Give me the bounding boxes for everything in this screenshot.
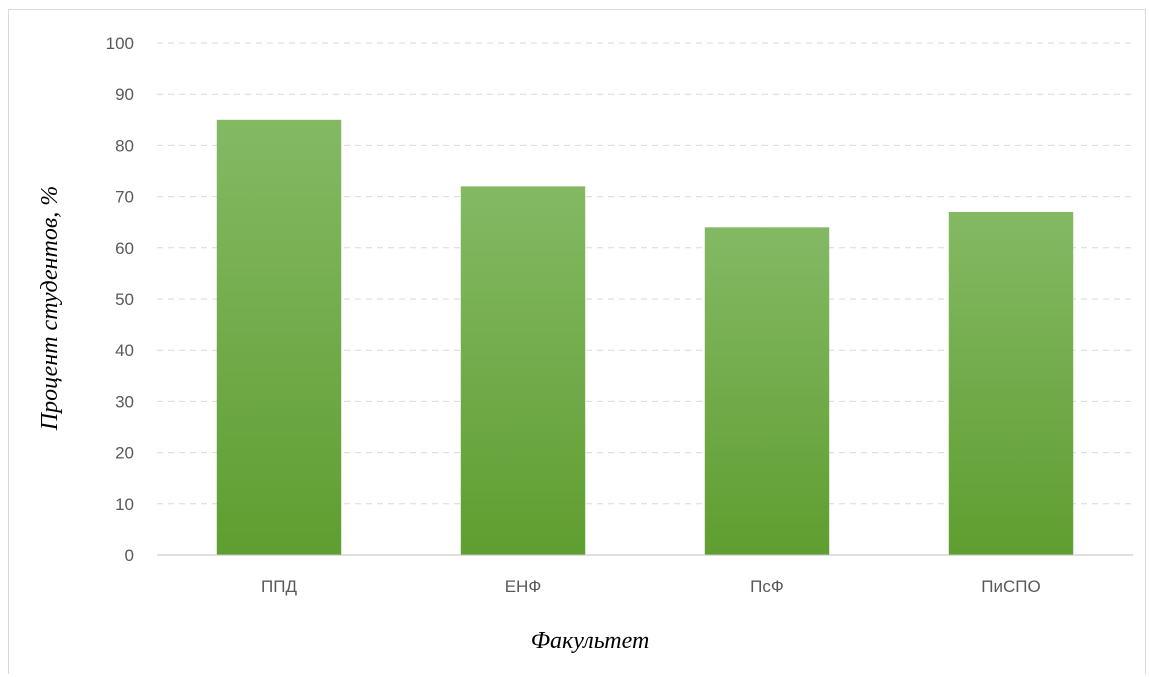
x-tick-label: ППД xyxy=(261,577,297,596)
bar xyxy=(704,227,830,555)
y-tick-label: 0 xyxy=(125,546,134,565)
x-tick-label: ПсФ xyxy=(750,577,784,596)
x-tick-label: ПиСПО xyxy=(981,577,1040,596)
bar xyxy=(948,211,1074,555)
x-tick-label: ЕНФ xyxy=(505,577,542,596)
y-axis-ticks: 0 10 20 30 40 50 60 70 80 90 100 xyxy=(106,34,134,565)
x-axis-title: Факультет xyxy=(531,628,650,654)
y-tick-label: 40 xyxy=(115,341,134,360)
y-tick-label: 100 xyxy=(106,34,134,53)
bar xyxy=(460,186,586,556)
y-tick-label: 90 xyxy=(115,85,134,104)
y-tick-label: 80 xyxy=(115,136,134,155)
y-tick-label: 70 xyxy=(115,188,134,207)
y-tick-label: 50 xyxy=(115,290,134,309)
bar xyxy=(216,119,342,556)
gridlines xyxy=(157,42,1133,505)
y-tick-label: 60 xyxy=(115,239,134,258)
y-tick-label: 20 xyxy=(115,444,134,463)
y-axis-title: Процент студентов, % xyxy=(37,186,63,432)
x-axis-ticks: ППД ЕНФ ПсФ ПиСПО xyxy=(261,577,1041,596)
y-tick-label: 10 xyxy=(115,495,134,514)
y-tick-label: 30 xyxy=(115,392,134,411)
bars xyxy=(216,119,1074,556)
